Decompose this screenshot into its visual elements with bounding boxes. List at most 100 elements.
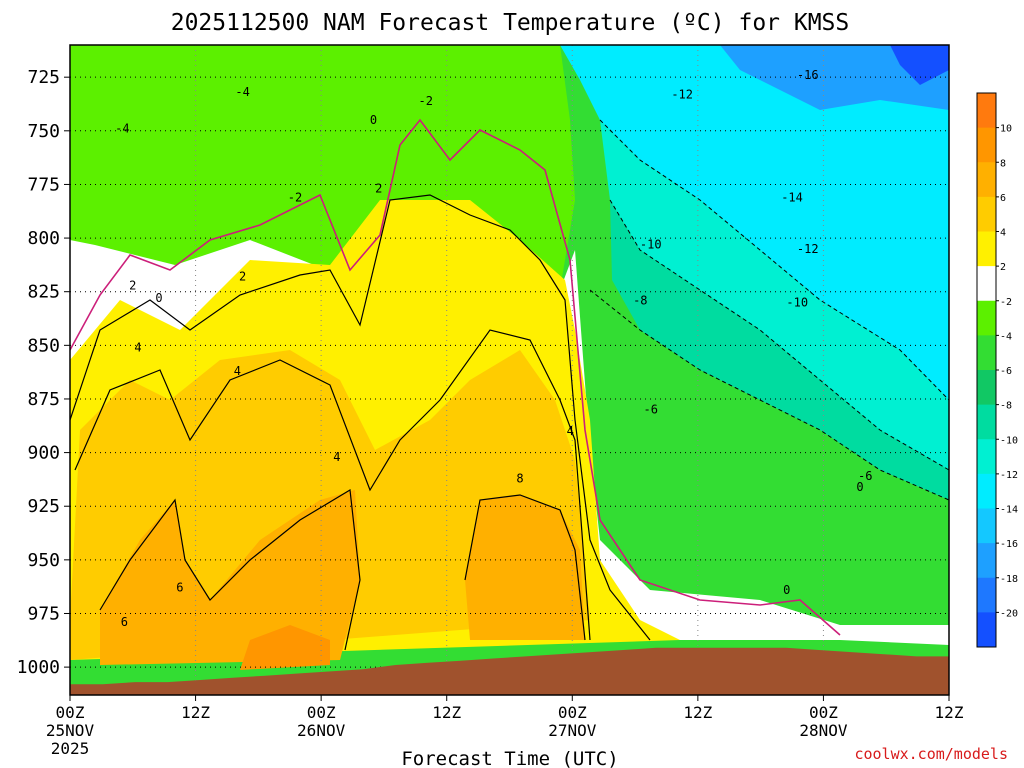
contour-line-cold-dashed (609, 199, 949, 471)
colorbar-swatch (977, 370, 996, 406)
ground-surface (70, 647, 949, 695)
fill-cold-blue (720, 45, 949, 110)
y-tick-label: 775 (27, 174, 60, 195)
y-tick-label: 725 (27, 67, 60, 88)
colorbar-swatch (977, 508, 996, 544)
x-tick-label: 00Z (307, 703, 336, 722)
contour-label: -10 (786, 295, 808, 309)
grid-lines (70, 45, 949, 695)
contour-label: 4 (234, 364, 241, 378)
x-tick-date: 26NOV (297, 721, 346, 740)
y-tick-label: 975 (27, 603, 60, 624)
colorbar-label: 8 (1000, 158, 1006, 169)
y-tick-label: 925 (27, 496, 60, 517)
contour-label: -6 (858, 469, 872, 483)
plot-area: -4 -4 -2 -2 0 2 2 2 0 4 4 4 4 6 6 8 0 -12 -16 -14 -12 -10 -10 -… (70, 45, 949, 695)
contour-label: 0 (155, 291, 162, 305)
colorbar-swatch (977, 266, 996, 302)
contour-label: -12 (671, 87, 693, 101)
contour-label: 2 (129, 278, 136, 292)
x-tick-year: 2025 (51, 739, 90, 758)
colorbar-label: -8 (1000, 401, 1012, 412)
colorbar-swatch (977, 196, 996, 232)
colorbar-swatch (977, 543, 996, 579)
contour-line-cold-dashed-b (599, 119, 949, 401)
colorbar-label: -16 (1000, 539, 1018, 550)
y-tick-label: 850 (27, 335, 60, 356)
colorbar-label: 4 (1000, 228, 1006, 239)
x-tick-date: 25NOV (46, 721, 95, 740)
colorbar-swatch (977, 439, 996, 475)
contour-label: -4 (235, 85, 249, 99)
colorbar: 10 8 6 4 2 -2 -4 -6 -8 -10 -12 -14 -16 -18 -20 (976, 92, 1018, 648)
contour-label: 6 (176, 581, 183, 595)
contour-label: -6 (644, 403, 658, 417)
colorbar-swatch (977, 93, 996, 129)
contour-labels: -4 -4 -2 -2 0 2 2 2 0 4 4 4 4 6 6 8 0 -12 -16 -14 -12 -10 -10 -… (115, 68, 872, 629)
fill-cold-teal (610, 200, 949, 500)
colorbar-swatch (977, 404, 996, 440)
contour-label: -12 (797, 242, 819, 256)
contour-line-6c (99, 489, 361, 651)
colorbar-label: -4 (1000, 331, 1012, 342)
x-tick-label: 12Z (935, 703, 964, 722)
contour-line-4c (74, 329, 591, 641)
x-tick-label: 00Z (809, 703, 838, 722)
colorbar-swatch (977, 612, 996, 648)
y-tick-label: 1000 (17, 657, 60, 678)
colorbar-swatch (977, 335, 996, 371)
y-tick-label: 825 (27, 282, 60, 303)
x-axis-label: Forecast Time (UTC) (401, 748, 618, 768)
x-tick-label: 12Z (181, 703, 210, 722)
x-tick-label: 12Z (432, 703, 461, 722)
colorbar-label: 10 (1000, 124, 1012, 135)
contour-label: 0 (370, 113, 377, 127)
plot-frame (69, 44, 950, 696)
chart-title: 2025112500 NAM Forecast Temperature (ºC)… (171, 10, 850, 36)
contour-label: 0 (783, 583, 790, 597)
contour-line-8c (464, 494, 586, 641)
contour-label: 4 (567, 424, 574, 438)
contour-label: -10 (640, 238, 662, 252)
colorbar-swatch (977, 300, 996, 336)
colorbar-swatch (977, 162, 996, 198)
y-axis: 725 750 775 800 825 850 875 900 925 950 975 1000 (17, 67, 70, 678)
contour-line-cold-dashed-c (589, 289, 949, 501)
contour-label: -4 (115, 122, 129, 136)
fill-orange-6-to-8 (100, 490, 360, 665)
colorbar-label: -14 (1000, 505, 1018, 516)
colorbar-label: -2 (1000, 297, 1012, 308)
y-tick-label: 875 (27, 389, 60, 410)
fill-cold-aqua (600, 120, 949, 470)
x-tick-date: 27NOV (548, 721, 597, 740)
credit-link[interactable]: coolwx.com/models (854, 745, 1008, 763)
fill-cold-deepblue (890, 45, 949, 85)
y-tick-label: 950 (27, 550, 60, 571)
colorbar-swatch (977, 473, 996, 509)
contour-line-0c (70, 118, 841, 636)
contour-label: -2 (288, 190, 302, 204)
contour-label: 2 (375, 182, 382, 196)
contour-label: 2 (239, 270, 246, 284)
contour-label: 8 (516, 471, 523, 485)
colorbar-swatch (977, 231, 996, 267)
x-tick-label: 12Z (683, 703, 712, 722)
contour-line-2c (70, 194, 651, 641)
y-tick-label: 750 (27, 121, 60, 142)
contour-label: -16 (797, 68, 819, 82)
contour-label: 4 (134, 340, 141, 354)
colorbar-label: 6 (1000, 193, 1006, 204)
contour-label: 6 (121, 615, 128, 629)
contour-label: -8 (633, 293, 647, 307)
x-tick-label: 00Z (56, 703, 85, 722)
colorbar-label: -6 (1000, 366, 1012, 377)
fill-orange-6-to-8-b (465, 495, 585, 640)
colorbar-label: -18 (1000, 574, 1018, 585)
contour-label: 0 (856, 480, 863, 494)
fill-cold-cyan (560, 45, 949, 400)
colorbar-swatch (977, 577, 996, 613)
contour-label: 4 (333, 450, 340, 464)
fill-orange-8-to-10 (240, 625, 330, 670)
